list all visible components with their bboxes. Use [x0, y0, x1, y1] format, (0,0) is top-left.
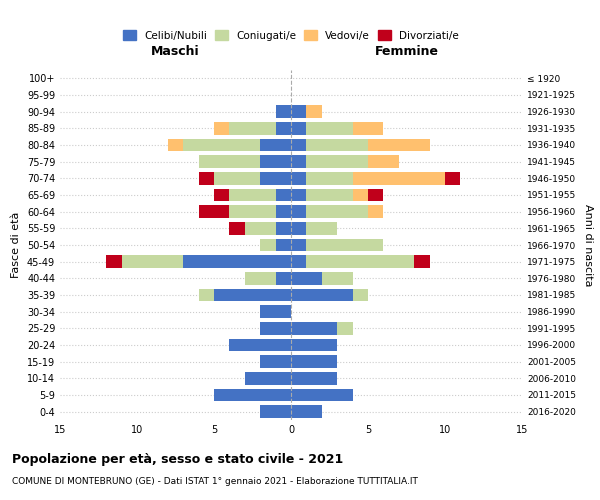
Bar: [291, 356, 337, 368]
Bar: [291, 172, 307, 184]
Bar: [291, 122, 307, 134]
Bar: [260, 156, 291, 168]
Bar: [275, 188, 291, 201]
Bar: [229, 188, 275, 201]
Bar: [291, 322, 337, 334]
Bar: [245, 272, 275, 284]
Bar: [291, 372, 337, 384]
Bar: [322, 272, 353, 284]
Bar: [214, 289, 291, 301]
Bar: [229, 222, 245, 234]
Bar: [260, 322, 291, 334]
Bar: [291, 188, 307, 201]
Bar: [260, 356, 291, 368]
Bar: [353, 122, 383, 134]
Bar: [275, 122, 291, 134]
Bar: [275, 222, 291, 234]
Text: COMUNE DI MONTEBRUNO (GE) - Dati ISTAT 1° gennaio 2021 - Elaborazione TUTTITALIA: COMUNE DI MONTEBRUNO (GE) - Dati ISTAT 1…: [12, 478, 418, 486]
Bar: [291, 289, 353, 301]
Bar: [275, 272, 291, 284]
Bar: [260, 138, 291, 151]
Bar: [291, 406, 322, 418]
Bar: [199, 172, 214, 184]
Bar: [291, 239, 307, 251]
Bar: [260, 406, 291, 418]
Bar: [368, 206, 383, 218]
Bar: [214, 188, 229, 201]
Bar: [353, 289, 368, 301]
Bar: [199, 206, 229, 218]
Bar: [245, 372, 291, 384]
Text: Maschi: Maschi: [151, 46, 200, 59]
Bar: [229, 206, 275, 218]
Bar: [291, 339, 337, 351]
Bar: [291, 206, 307, 218]
Y-axis label: Fasce di età: Fasce di età: [11, 212, 21, 278]
Bar: [368, 138, 430, 151]
Bar: [168, 138, 183, 151]
Bar: [229, 339, 291, 351]
Bar: [291, 138, 307, 151]
Text: Popolazione per età, sesso e stato civile - 2021: Popolazione per età, sesso e stato civil…: [12, 452, 343, 466]
Bar: [245, 222, 275, 234]
Bar: [199, 289, 214, 301]
Bar: [275, 239, 291, 251]
Bar: [337, 322, 353, 334]
Bar: [307, 256, 414, 268]
Bar: [229, 122, 275, 134]
Bar: [353, 172, 445, 184]
Bar: [307, 122, 353, 134]
Bar: [307, 106, 322, 118]
Bar: [445, 172, 460, 184]
Bar: [106, 256, 122, 268]
Bar: [291, 156, 307, 168]
Bar: [414, 256, 430, 268]
Bar: [353, 188, 368, 201]
Bar: [260, 306, 291, 318]
Bar: [368, 156, 399, 168]
Bar: [307, 156, 368, 168]
Legend: Celibi/Nubili, Coniugati/e, Vedovi/e, Divorziati/e: Celibi/Nubili, Coniugati/e, Vedovi/e, Di…: [119, 26, 463, 45]
Bar: [307, 138, 368, 151]
Bar: [275, 106, 291, 118]
Bar: [307, 172, 353, 184]
Bar: [291, 389, 353, 401]
Bar: [214, 389, 291, 401]
Bar: [260, 172, 291, 184]
Bar: [291, 222, 307, 234]
Bar: [122, 256, 183, 268]
Bar: [199, 156, 260, 168]
Bar: [291, 106, 307, 118]
Bar: [307, 206, 368, 218]
Y-axis label: Anni di nascita: Anni di nascita: [583, 204, 593, 286]
Bar: [307, 188, 353, 201]
Bar: [275, 206, 291, 218]
Bar: [214, 172, 260, 184]
Bar: [307, 239, 383, 251]
Bar: [291, 256, 307, 268]
Bar: [183, 138, 260, 151]
Bar: [214, 122, 229, 134]
Bar: [260, 239, 275, 251]
Bar: [291, 272, 322, 284]
Bar: [183, 256, 291, 268]
Bar: [307, 222, 337, 234]
Text: Femmine: Femmine: [374, 46, 439, 59]
Bar: [368, 188, 383, 201]
